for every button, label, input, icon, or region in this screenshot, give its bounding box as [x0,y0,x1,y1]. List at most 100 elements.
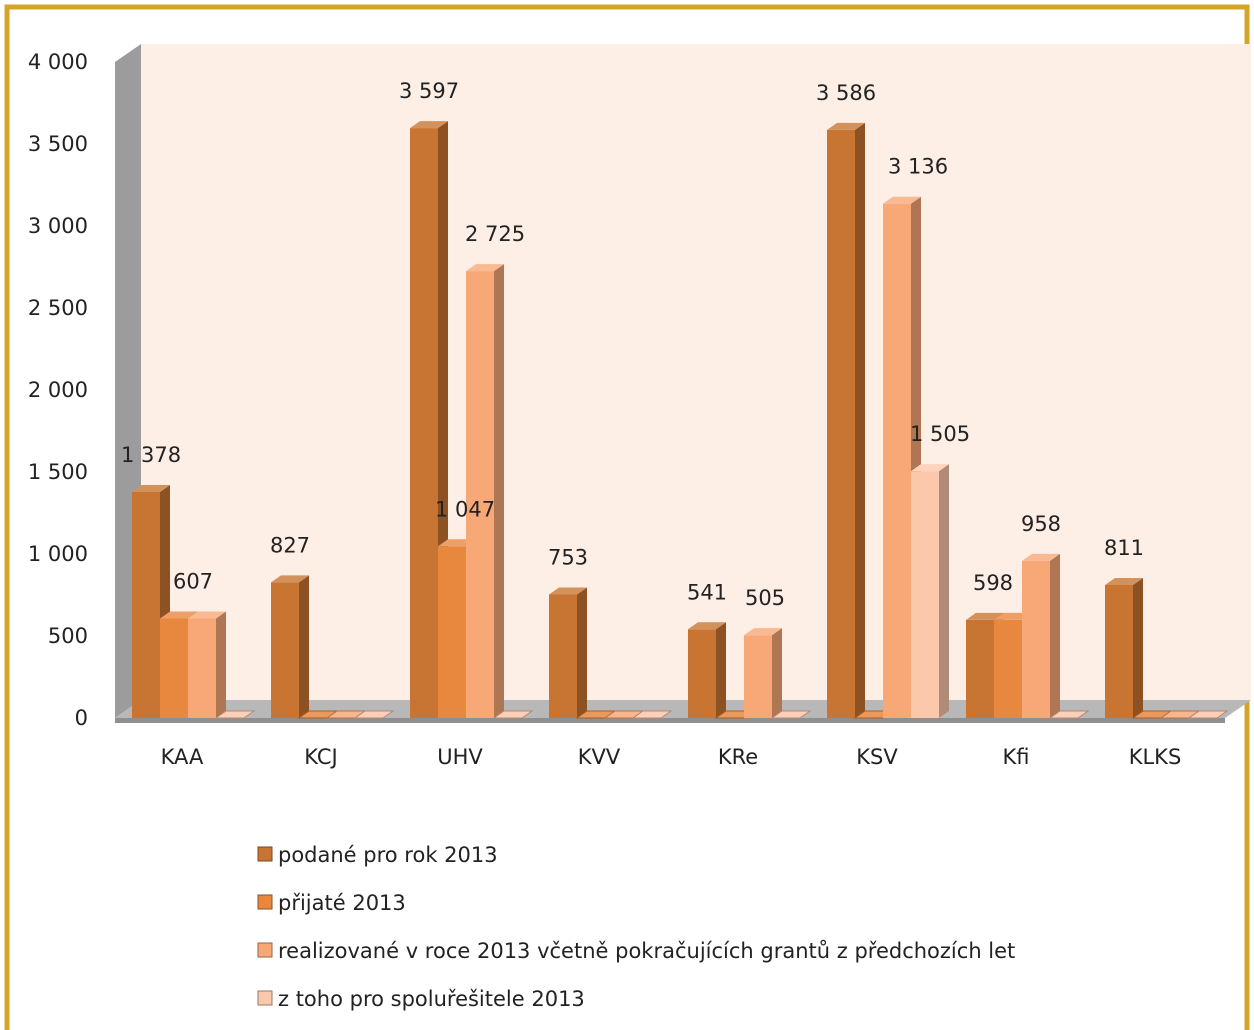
bar-side [1133,577,1143,718]
legend-swatch [257,942,273,958]
bar-top [132,485,170,493]
bar [1022,553,1060,718]
x-tick-label: KVV [578,745,621,769]
bar-front [966,619,994,718]
bar-top [410,121,448,129]
bar-front [1022,560,1050,718]
bar [688,622,726,718]
data-label: 505 [745,586,785,610]
y-tick-label: 4 000 [28,50,88,74]
bar-top [744,628,782,636]
y-tick-label: 1 000 [28,542,88,566]
bar [271,575,309,718]
bar-top [549,587,587,595]
bar-top [1105,577,1143,585]
x-tick-label: Kfi [1003,745,1030,769]
bar [770,710,812,719]
bar [1187,710,1229,719]
data-label: 541 [687,580,727,604]
bar [744,628,782,718]
bar-front [438,546,466,718]
y-tick-label: 2 500 [28,296,88,320]
data-label: 3 597 [399,79,459,103]
bar-front [744,635,772,718]
bar-top [188,611,226,619]
bar-side [716,622,726,718]
bar-side [1050,553,1060,718]
x-tick-label: KSV [856,745,898,769]
data-label: 3 136 [888,155,948,179]
legend-label: podané pro rok 2013 [278,843,498,867]
y-tick-label: 500 [48,624,88,648]
bar-top [966,612,1004,620]
bar-top [883,196,921,204]
legend-swatch [257,846,273,862]
bar-side [494,264,504,718]
bar-front [549,594,577,718]
bar-side [855,122,865,719]
bar [631,710,673,719]
data-label: 827 [270,533,310,557]
bar-front [994,619,1022,718]
data-label: 607 [173,569,213,593]
y-tick-label: 3 000 [28,214,88,238]
data-label: 958 [1021,512,1061,536]
y-tick-label: 2 000 [28,378,88,402]
bar-side [577,587,587,718]
legend-swatch [257,894,273,910]
data-label: 1 047 [435,497,495,521]
x-tick-label: KLKS [1129,745,1182,769]
legend: podané pro rok 2013 přijaté 2013 realizova… [257,843,1015,1011]
bar [188,611,226,718]
bar-front [1105,584,1133,718]
bar-front [883,203,911,719]
legend-swatch [257,990,273,1006]
y-tick-label: 3 500 [28,132,88,156]
bar-top [1022,553,1060,561]
y-tick-label: 1 500 [28,460,88,484]
x-tick-label: UHV [437,745,483,769]
bar-side [216,611,226,718]
bar-front [132,492,160,718]
data-label: 598 [973,571,1013,595]
bar-front [466,271,494,718]
bar-front [911,471,939,718]
bar-top [688,622,726,630]
bar [466,264,504,718]
x-tick-label: KRe [718,745,758,769]
bar [1048,710,1090,719]
y-tick-label: 0 [75,706,88,730]
bar-front [688,629,716,718]
data-label: 1 505 [910,422,970,446]
x-tick-label: KCJ [304,745,337,769]
bar-front [160,618,188,718]
bar-top [466,264,504,272]
bar [549,587,587,718]
legend-label: z toho pro spoluřešitele 2013 [278,987,585,1011]
data-label: 811 [1104,536,1144,560]
data-label: 3 586 [816,81,876,105]
floor-edge [115,718,1225,723]
x-tick-label: KAA [161,745,204,769]
bar-top [271,575,309,583]
bar-top [911,464,949,472]
bar [214,710,256,719]
bar [353,710,395,719]
bar-front [410,128,438,719]
data-label: 753 [548,546,588,570]
bar [911,464,949,718]
bar-front [271,582,299,718]
bar-front [827,129,855,718]
bar [1105,577,1143,718]
bar-side [299,575,309,718]
data-label: 1 378 [121,443,181,467]
data-label: 2 725 [465,222,525,246]
bar [827,122,865,719]
bar-top [827,122,865,130]
bar-front [188,618,216,718]
legend-label: realizované v roce 2013 včetně pokračují… [278,939,1015,963]
bar [492,710,534,719]
bar-side [939,464,949,718]
bar-chart: 0 500 1 000 1 500 2 000 2 500 3 000 3 500 4 000 K… [28,44,1251,1011]
